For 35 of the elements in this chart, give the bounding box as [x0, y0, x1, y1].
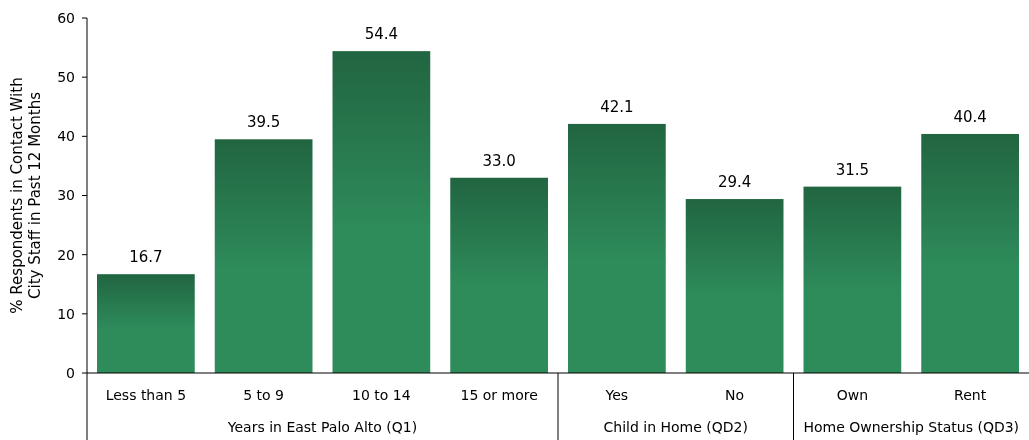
bar	[97, 274, 195, 373]
x-tick-label: Own	[836, 387, 869, 403]
y-tick-label: 0	[66, 364, 75, 381]
data-label: 31.5	[835, 160, 870, 179]
y-tick-label: 60	[57, 9, 75, 26]
x-tick-label: Yes	[604, 387, 629, 403]
y-tick-label: 40	[57, 128, 75, 145]
data-label: 40.4	[953, 107, 987, 126]
x-tick-label: Rent	[954, 387, 987, 403]
bar	[332, 51, 431, 373]
bar	[214, 139, 313, 373]
bar	[921, 133, 1019, 373]
x-tick-label: No	[725, 387, 745, 403]
x-tick-label: Less than 5	[105, 387, 187, 403]
data-label: 16.7	[129, 248, 163, 267]
x-tick-label: 5 to 9	[243, 387, 285, 403]
bar	[685, 199, 784, 373]
x-tick-label: 15 or more	[460, 387, 538, 403]
text: Years in East Palo Alto (Q1)	[226, 419, 418, 435]
y-tick-label: 30	[57, 187, 75, 204]
data-label: 42.1	[600, 97, 634, 116]
data-label: 54.4	[364, 25, 399, 44]
bar	[803, 186, 902, 373]
bar	[450, 177, 548, 373]
y-tick-label: 10	[57, 305, 75, 322]
x-tick-label: 10 to 14	[352, 387, 411, 403]
y-axis-title: % Respondents in Contact With City Staff in Past 12 Months	[8, 77, 44, 314]
y-tick-label: 20	[57, 246, 75, 263]
data-label: 29.4	[717, 173, 752, 192]
text: Home Ownership Status (QD3)	[803, 419, 1020, 435]
bar	[568, 123, 666, 373]
data-label: 39.5	[246, 113, 281, 132]
y-tick-label: 50	[57, 69, 75, 86]
text: Child in Home (QD2)	[603, 419, 748, 435]
data-label: 33.0	[482, 151, 516, 170]
